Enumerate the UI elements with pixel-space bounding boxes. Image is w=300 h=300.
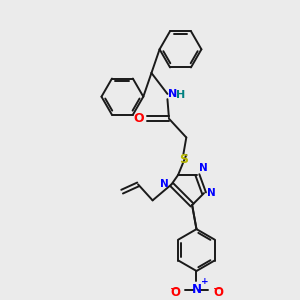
Text: O: O	[133, 112, 144, 125]
Text: −: −	[170, 284, 180, 294]
Text: +: +	[200, 277, 208, 286]
Text: H: H	[176, 90, 185, 100]
Text: S: S	[179, 153, 188, 166]
Text: N: N	[191, 284, 202, 296]
Text: N: N	[168, 89, 177, 99]
Text: N: N	[207, 188, 215, 198]
Text: O: O	[170, 286, 180, 299]
Text: −: −	[213, 284, 223, 294]
Text: N: N	[199, 163, 208, 173]
Text: O: O	[213, 286, 223, 299]
Text: N: N	[160, 179, 169, 189]
